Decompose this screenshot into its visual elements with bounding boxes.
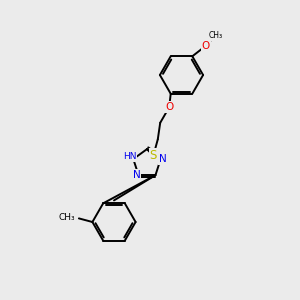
Text: N: N [159,154,167,164]
Text: N: N [133,170,141,180]
Text: CH₃: CH₃ [59,213,75,222]
Text: O: O [165,102,173,112]
Text: S: S [150,149,157,162]
Text: CH₃: CH₃ [208,32,223,40]
Text: O: O [202,41,210,51]
Text: HN: HN [123,152,136,161]
